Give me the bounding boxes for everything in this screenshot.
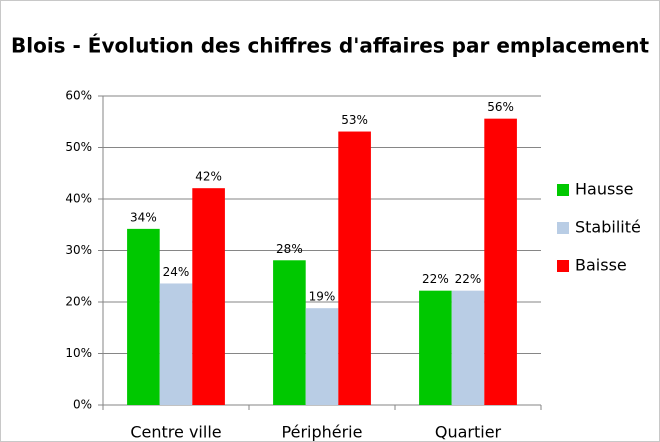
x-tick-label: Quartier <box>435 423 502 442</box>
bar <box>419 290 452 405</box>
data-label: 34% <box>130 210 157 224</box>
legend-swatch <box>557 184 569 196</box>
bar <box>451 290 485 405</box>
x-tick-label: Centre ville <box>130 423 221 442</box>
y-tick-label: 40% <box>65 192 92 206</box>
bar <box>305 308 339 405</box>
legend-swatch <box>557 222 569 234</box>
y-tick-label: 0% <box>73 398 92 412</box>
chart-title: Blois - Évolution des chiffres d'affaire… <box>11 34 649 58</box>
data-label: 22% <box>422 272 449 286</box>
bar <box>192 188 225 405</box>
y-tick-label: 30% <box>65 243 92 257</box>
legend-label: Baisse <box>575 256 627 275</box>
bar <box>159 283 193 405</box>
bar <box>127 228 160 405</box>
data-label: 28% <box>276 242 303 256</box>
bar <box>338 131 371 405</box>
x-tick-label: Périphérie <box>282 423 363 442</box>
data-label: 22% <box>455 272 482 286</box>
y-tick-label: 50% <box>65 140 92 154</box>
bar <box>273 260 306 405</box>
data-label: 53% <box>341 113 368 127</box>
bar <box>484 118 517 405</box>
data-label: 42% <box>195 170 222 184</box>
legend-label: Hausse <box>575 180 634 199</box>
data-label: 24% <box>163 265 190 279</box>
y-tick-label: 20% <box>65 295 92 309</box>
y-tick-label: 60% <box>65 89 92 103</box>
legend-label: Stabilité <box>575 218 641 237</box>
y-tick-label: 10% <box>65 346 92 360</box>
data-label: 56% <box>487 100 514 114</box>
data-label: 19% <box>309 290 336 304</box>
legend-swatch <box>557 260 569 272</box>
